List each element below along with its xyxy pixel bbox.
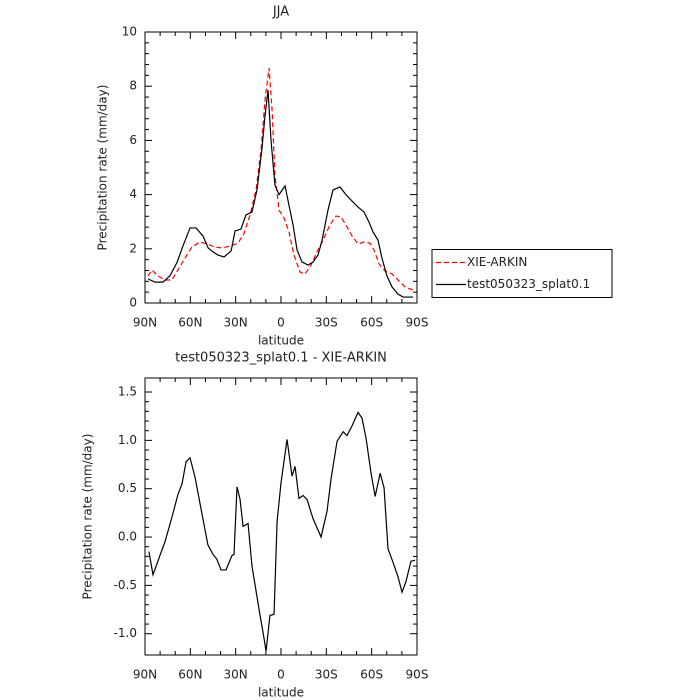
y-tick-label: 0.5 [118,481,137,495]
legend-label: XIE-ARKIN [467,255,527,269]
y-tick-label: 1.0 [118,433,137,447]
x-tick-label: 0 [277,668,285,682]
x-tick-label: 90N [133,316,157,330]
legend-label: test050323_splat0.1 [467,277,590,291]
x-tick-label: 90N [133,668,157,682]
y-axis-label: Precipitation rate (mm/day) [81,434,95,600]
plot-frame [144,31,418,304]
y-tick-label: -0.5 [114,578,137,592]
x-tick-label: 0 [277,316,285,330]
plot-frame [144,377,418,656]
x-tick-label: 30N [224,316,248,330]
y-tick-label: -1.0 [114,626,137,640]
y-tick-label: 6 [129,133,137,147]
chart-title: test050323_splat0.1 - XIE-ARKIN [175,351,387,366]
y-tick-label: 10 [122,25,137,39]
y-tick-label: 8 [129,79,137,93]
legend-box [431,249,613,298]
chart-title: JJA [272,5,289,20]
data-line [147,67,414,291]
y-tick-label: 4 [129,187,137,201]
y-tick-label: 0.0 [118,530,137,544]
x-tick-label: 60S [360,316,383,330]
y-axis-label: Precipitation rate (mm/day) [96,85,110,251]
data-line [148,411,416,652]
x-tick-label: 30N [224,668,248,682]
x-tick-label: 30S [315,316,338,330]
y-tick-label: 0 [129,296,137,310]
x-tick-label: 90S [406,668,429,682]
x-tick-label: 60N [178,316,202,330]
y-tick-label: 1.5 [118,385,137,399]
x-tick-label: 30S [315,668,338,682]
data-line [147,89,414,298]
x-axis-label: latitude [258,334,304,348]
x-tick-label: 60S [360,668,383,682]
x-tick-label: 60N [178,668,202,682]
x-tick-label: 90S [406,316,429,330]
x-axis-label: latitude [258,686,304,700]
y-tick-label: 2 [129,241,137,255]
